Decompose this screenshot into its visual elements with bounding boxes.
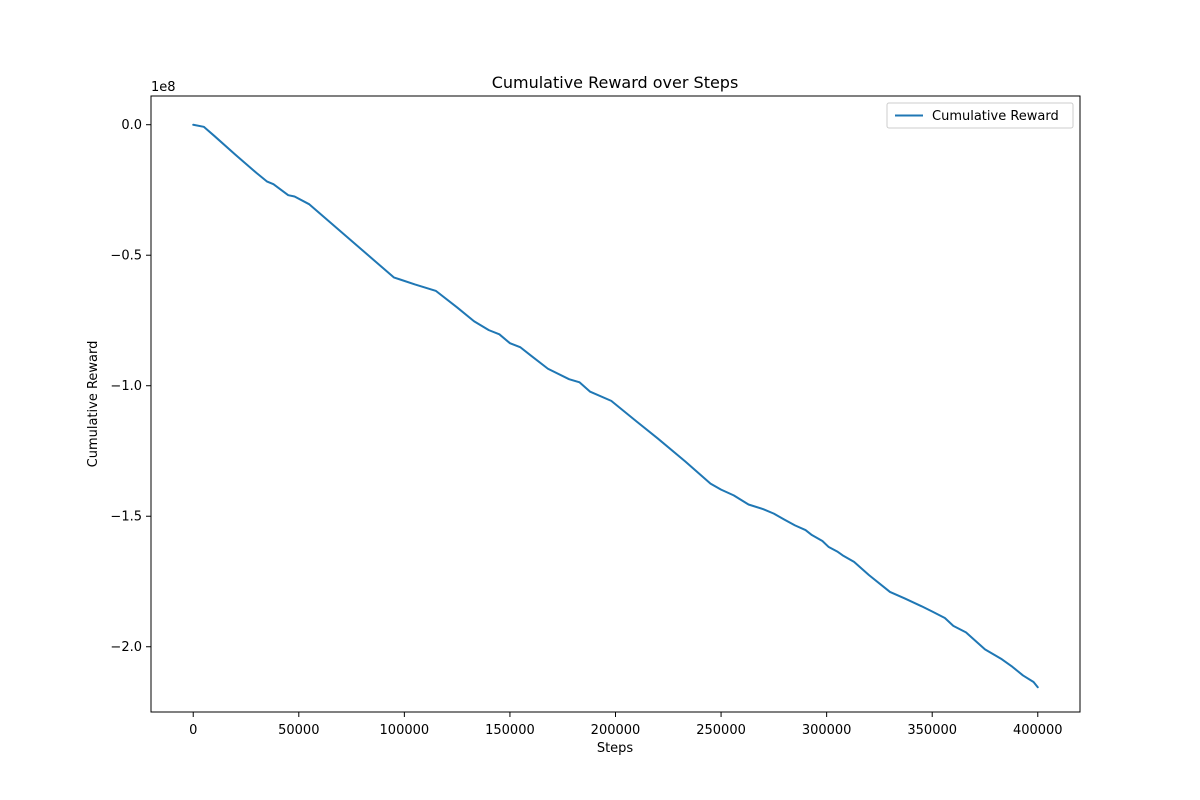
- y-tick-label: −2.0: [110, 640, 142, 655]
- y-tick-label: 0.0: [121, 118, 142, 133]
- x-tick-label: 150000: [485, 723, 535, 738]
- x-tick-label: 300000: [802, 723, 852, 738]
- y-axis-label: Cumulative Reward: [86, 341, 101, 468]
- plot-area: [192, 123, 1039, 689]
- x-tick-label: 200000: [591, 723, 641, 738]
- x-tick-label: 50000: [278, 723, 319, 738]
- series-line-0: [192, 123, 1039, 689]
- x-axis-label: Steps: [597, 741, 634, 756]
- x-tick-label: 100000: [380, 723, 430, 738]
- x-tick-label: 250000: [696, 723, 746, 738]
- y-tick-label: −1.5: [110, 510, 142, 525]
- y-tick-label: −0.5: [110, 249, 142, 264]
- y-axis-offset-label: 1e8: [151, 80, 176, 95]
- chart-title: Cumulative Reward over Steps: [492, 73, 739, 92]
- x-tick-label: 0: [189, 723, 197, 738]
- legend-entry-label: Cumulative Reward: [932, 109, 1059, 124]
- legend-box: [886, 102, 1074, 129]
- legend: Cumulative Reward: [886, 102, 1074, 129]
- axis-ticks: 0 50000 100000 150000 200000 250000 300000 3500…: [110, 118, 1062, 738]
- y-tick-label: −1.0: [110, 379, 142, 394]
- x-tick-label: 350000: [907, 723, 957, 738]
- x-tick-label: 400000: [1013, 723, 1063, 738]
